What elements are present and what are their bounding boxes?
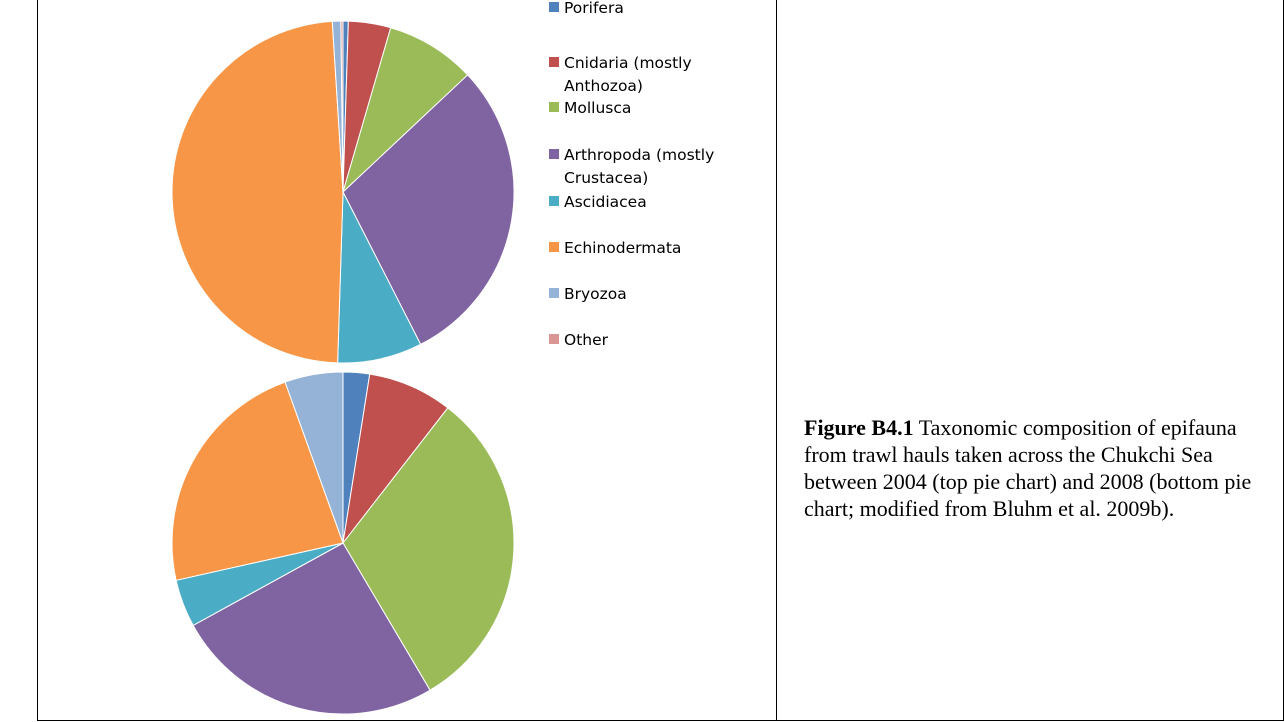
pie-2008-slice-mollusca <box>342 407 515 691</box>
caption-cell: Figure B4.1 Taxonomic composition of epi… <box>776 0 1284 721</box>
legend-label-porifera: Porifera <box>564 0 624 17</box>
legend-label-arthropoda-mostly-line2: Crustacea) <box>564 169 648 187</box>
pie-2004-slice-arthropoda-mostly-crustacea <box>342 74 515 346</box>
pie-2004-slice-echinodermata <box>171 20 344 364</box>
figure-caption: Figure B4.1 Taxonomic composition of epi… <box>804 414 1264 522</box>
legend-label-mollusca: Mollusca <box>564 99 631 117</box>
caption-text: Taxonomic composition of epifauna from t… <box>804 415 1252 521</box>
pie-2004-slice-other <box>340 20 344 193</box>
pie-2008-slice-echinodermata <box>171 381 344 581</box>
figure-table: Porifera Cnidaria (mostly Anthozoa) Mollusc… <box>37 0 1285 722</box>
legend-swatch-ascidiacea <box>549 196 559 206</box>
legend-label-other: Other <box>564 331 609 349</box>
legend: Porifera Cnidaria (mostly Anthozoa) Mollusc… <box>549 0 714 349</box>
legend-label-echinodermata: Echinodermata <box>564 239 681 257</box>
legend-swatch-mollusca <box>549 102 559 112</box>
legend-swatch-porifera <box>549 2 559 12</box>
legend-label-bryozoa: Bryozoa <box>564 285 627 303</box>
legend-swatch-other <box>549 334 559 344</box>
legend-label-ascidiacea: Ascidiacea <box>564 193 647 211</box>
pie-charts: Porifera Cnidaria (mostly Anthozoa) Mollusc… <box>171 0 714 715</box>
legend-swatch-arthropoda-mostly <box>549 149 559 159</box>
pie-2004-slice-mollusca <box>342 27 469 194</box>
legend-swatch-bryozoa <box>549 288 559 298</box>
legend-label-cnidaria-mostly: Cnidaria (mostly <box>564 54 692 72</box>
legend-swatch-cnidaria-mostly <box>549 57 559 67</box>
pie-2008-slice-bryozoa <box>284 371 344 544</box>
caption-label: Figure B4.1 <box>804 415 914 440</box>
legend-swatch-echinodermata <box>549 242 559 252</box>
pie-2008-slice-arthropoda-mostly-crustacea <box>192 542 431 715</box>
chart-cell: Porifera Cnidaria (mostly Anthozoa) Mollusc… <box>37 0 777 721</box>
legend-label-cnidaria-mostly-line2: Anthozoa) <box>564 77 643 95</box>
legend-label-arthropoda-mostly: Arthropoda (mostly <box>564 146 714 164</box>
pie-2008 <box>171 371 515 715</box>
pie-2004 <box>171 20 515 364</box>
